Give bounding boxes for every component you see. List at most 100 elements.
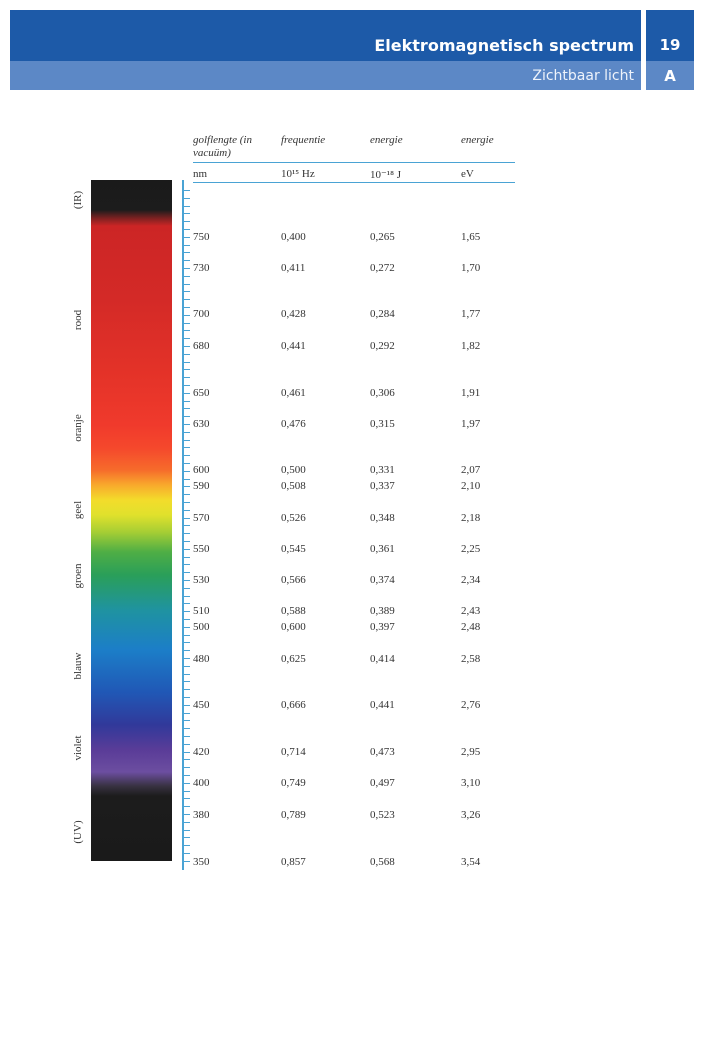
table-row: 550 0,545 0,361 2,25	[0, 543, 600, 557]
table-row: 350 0,857 0,568 3,54	[0, 856, 600, 870]
axis-tick	[184, 541, 190, 542]
axis-tick	[184, 588, 190, 589]
cell-energy-ev: 2,48	[461, 621, 481, 633]
cell-energy-ev: 3,10	[461, 777, 481, 789]
chapter-box	[646, 61, 694, 90]
cell-energy-ev: 2,34	[461, 574, 481, 586]
axis-tick	[184, 268, 190, 269]
axis-tick	[184, 767, 190, 768]
cell-energy-joule: 0,315	[370, 418, 395, 430]
page-title: Elektromagnetisch spectrum	[374, 36, 634, 55]
axis-tick	[184, 198, 190, 199]
cell-frequency: 0,857	[281, 856, 306, 868]
cell-frequency: 0,545	[281, 543, 306, 555]
page-number-box	[646, 10, 694, 61]
axis-tick	[184, 728, 190, 729]
cell-wavelength: 380	[193, 809, 210, 821]
axis-tick	[184, 627, 190, 628]
axis-tick	[184, 689, 190, 690]
cell-wavelength: 530	[193, 574, 210, 586]
axis-tick	[184, 276, 190, 277]
axis-tick	[184, 697, 190, 698]
axis-tick	[184, 346, 190, 347]
axis-tick	[184, 291, 190, 292]
cell-energy-joule: 0,337	[370, 480, 395, 492]
cell-energy-ev: 3,54	[461, 856, 481, 868]
axis-tick	[184, 752, 190, 753]
table-row: 570 0,526 0,348 2,18	[0, 512, 600, 526]
cell-energy-ev: 2,58	[461, 653, 481, 665]
axis-tick	[184, 455, 190, 456]
axis-tick	[184, 783, 190, 784]
table-row: 700 0,428 0,284 1,77	[0, 308, 600, 322]
table-row: 530 0,566 0,374 2,34	[0, 574, 600, 588]
cell-wavelength: 400	[193, 777, 210, 789]
axis-tick	[184, 323, 190, 324]
table-row: 750 0,400 0,265 1,65	[0, 231, 600, 245]
table-row: 380 0,789 0,523 3,26	[0, 809, 600, 823]
cell-energy-ev: 2,10	[461, 480, 481, 492]
axis-tick	[184, 791, 190, 792]
cell-energy-ev: 2,76	[461, 699, 481, 711]
col-header-energy-ev: energie	[461, 134, 494, 146]
table-row: 420 0,714 0,473 2,95	[0, 746, 600, 760]
cell-frequency: 0,600	[281, 621, 306, 633]
cell-frequency: 0,461	[281, 387, 306, 399]
axis-tick	[184, 432, 190, 433]
axis-tick	[184, 713, 190, 714]
table-row: 400 0,749 0,497 3,10	[0, 777, 600, 791]
cell-wavelength: 450	[193, 699, 210, 711]
cell-energy-joule: 0,306	[370, 387, 395, 399]
cell-wavelength: 350	[193, 856, 210, 868]
cell-frequency: 0,526	[281, 512, 306, 524]
axis-tick	[184, 650, 190, 651]
unit-energy-joule: 10⁻¹⁸ J	[370, 169, 401, 181]
cell-energy-ev: 2,25	[461, 543, 481, 555]
cell-frequency: 0,508	[281, 480, 306, 492]
axis-tick	[184, 861, 190, 862]
chapter-letter: A	[664, 67, 676, 85]
cell-energy-ev: 1,77	[461, 308, 481, 320]
axis-tick	[184, 674, 190, 675]
cell-energy-ev: 2,95	[461, 746, 481, 758]
cell-energy-joule: 0,497	[370, 777, 395, 789]
axis-tick	[184, 408, 190, 409]
cell-frequency: 0,625	[281, 653, 306, 665]
cell-energy-ev: 2,18	[461, 512, 481, 524]
cell-wavelength: 700	[193, 308, 210, 320]
section-title: Zichtbaar licht	[532, 68, 634, 84]
cell-wavelength: 600	[193, 464, 210, 476]
table-row: 450 0,666 0,441 2,76	[0, 699, 600, 713]
cell-wavelength: 570	[193, 512, 210, 524]
cell-frequency: 0,666	[281, 699, 306, 711]
axis-tick	[184, 736, 190, 737]
axis-tick	[184, 401, 190, 402]
cell-wavelength: 630	[193, 418, 210, 430]
table-row: 630 0,476 0,315 1,97	[0, 418, 600, 432]
axis-tick	[184, 619, 190, 620]
subheader-banner	[10, 61, 641, 90]
axis-tick	[184, 330, 190, 331]
cell-frequency: 0,500	[281, 464, 306, 476]
cell-energy-ev: 1,91	[461, 387, 481, 399]
axis-tick	[184, 479, 190, 480]
cell-energy-ev: 2,07	[461, 464, 481, 476]
band-label-ir: (IR)	[72, 190, 84, 210]
axis-tick	[184, 845, 190, 846]
header-rule-bottom	[193, 182, 515, 183]
axis-tick	[184, 720, 190, 721]
axis-tick	[184, 377, 190, 378]
cell-frequency: 0,411	[281, 262, 306, 274]
axis-tick	[184, 260, 190, 261]
axis-tick	[184, 206, 190, 207]
axis-tick	[184, 447, 190, 448]
axis-tick	[184, 463, 190, 464]
cell-energy-joule: 0,272	[370, 262, 395, 274]
axis-tick	[184, 369, 190, 370]
axis-tick	[184, 557, 190, 558]
cell-wavelength: 590	[193, 480, 210, 492]
cell-energy-joule: 0,414	[370, 653, 395, 665]
cell-energy-joule: 0,292	[370, 340, 395, 352]
axis-tick	[184, 471, 190, 472]
axis-tick	[184, 533, 190, 534]
